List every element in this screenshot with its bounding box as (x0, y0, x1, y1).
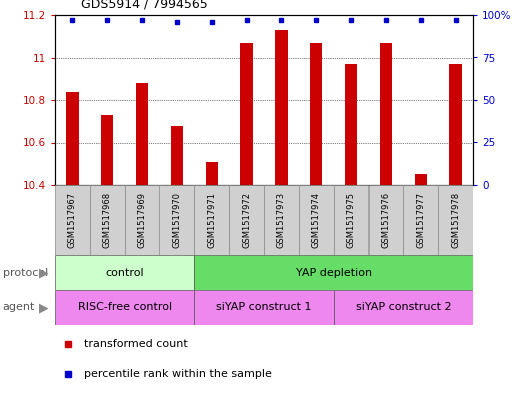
Text: control: control (105, 268, 144, 277)
Bar (55, 290, 194, 325)
Bar (333, 185, 368, 255)
Bar (241, 42, 253, 185)
Text: ▶: ▶ (39, 266, 49, 279)
Text: GSM1517975: GSM1517975 (347, 192, 356, 248)
Text: ▶: ▶ (39, 301, 49, 314)
Text: agent: agent (3, 303, 35, 312)
Bar (264, 185, 299, 255)
Text: GSM1517978: GSM1517978 (451, 192, 460, 248)
Bar (438, 185, 473, 255)
Text: GDS5914 / 7994565: GDS5914 / 7994565 (81, 0, 207, 11)
Text: GSM1517968: GSM1517968 (103, 192, 112, 248)
Text: protocol: protocol (3, 268, 48, 277)
Bar (160, 185, 194, 255)
Bar (275, 30, 287, 185)
Bar (449, 64, 462, 185)
Text: GSM1517967: GSM1517967 (68, 192, 77, 248)
Bar (55, 185, 90, 255)
Bar (90, 185, 125, 255)
Text: YAP depletion: YAP depletion (295, 268, 372, 277)
Bar (310, 42, 322, 185)
Text: siYAP construct 2: siYAP construct 2 (356, 303, 451, 312)
Text: GSM1517970: GSM1517970 (172, 192, 182, 248)
Bar (345, 64, 357, 185)
Text: percentile rank within the sample: percentile rank within the sample (84, 369, 272, 379)
Bar (136, 83, 148, 185)
Text: RISC-free control: RISC-free control (77, 303, 172, 312)
Bar (125, 185, 160, 255)
Bar (171, 125, 183, 185)
Bar (415, 174, 427, 185)
Bar (333, 290, 473, 325)
Text: GSM1517974: GSM1517974 (312, 192, 321, 248)
Bar (194, 255, 473, 290)
Bar (229, 185, 264, 255)
Text: GSM1517976: GSM1517976 (382, 192, 390, 248)
Text: transformed count: transformed count (84, 339, 188, 349)
Bar (206, 162, 218, 185)
Bar (368, 185, 403, 255)
Text: GSM1517969: GSM1517969 (137, 192, 147, 248)
Bar (299, 185, 333, 255)
Bar (194, 185, 229, 255)
Text: GSM1517972: GSM1517972 (242, 192, 251, 248)
Bar (101, 115, 113, 185)
Bar (403, 185, 438, 255)
Bar (380, 42, 392, 185)
Text: GSM1517977: GSM1517977 (416, 192, 425, 248)
Text: siYAP construct 1: siYAP construct 1 (216, 303, 312, 312)
Text: GSM1517973: GSM1517973 (277, 192, 286, 248)
Bar (194, 290, 333, 325)
Bar (55, 255, 194, 290)
Bar (66, 92, 78, 185)
Text: GSM1517971: GSM1517971 (207, 192, 216, 248)
